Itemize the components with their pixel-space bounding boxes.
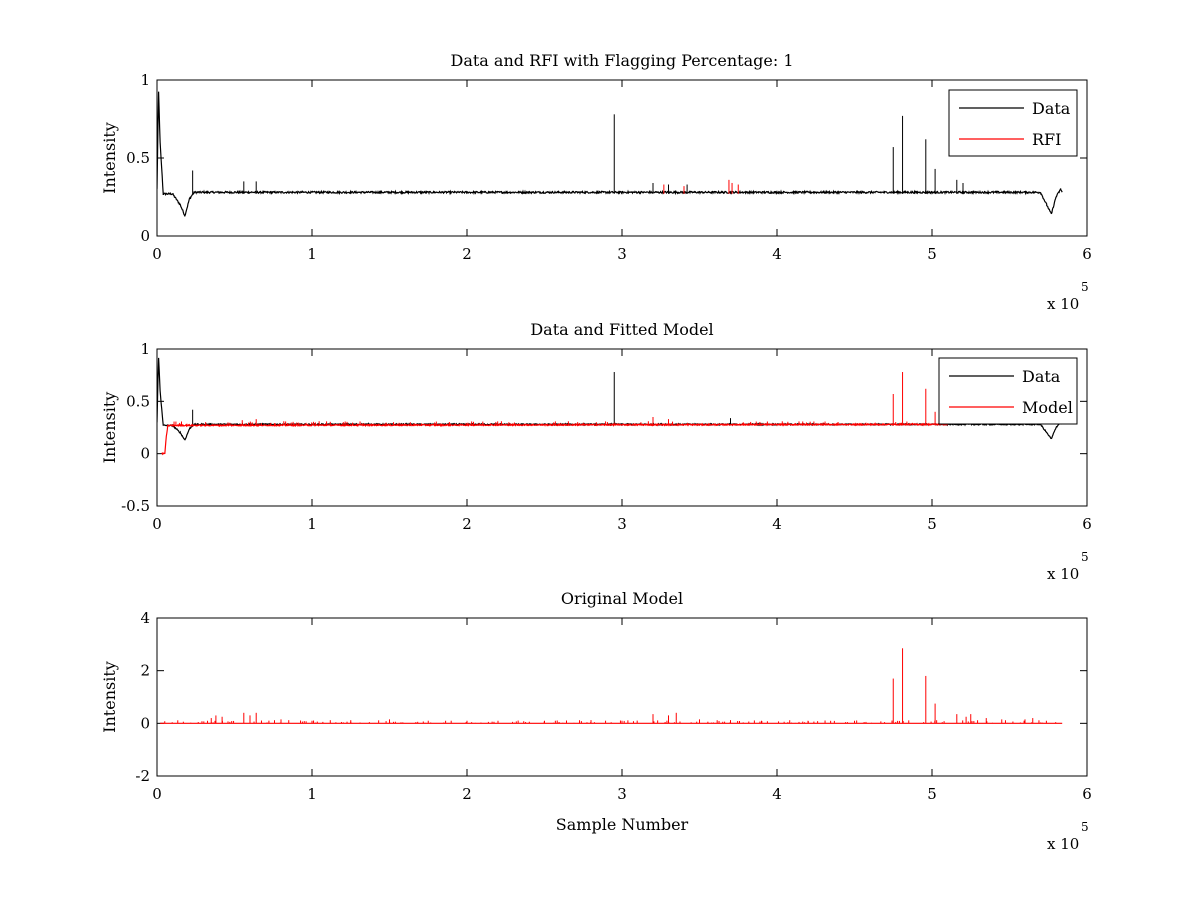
x-tick-label: 5 <box>927 785 937 803</box>
x-tick-label: 6 <box>1082 515 1092 533</box>
x-tick-label: 2 <box>462 245 472 263</box>
x-tick-label: 5 <box>927 515 937 533</box>
chart-title: Data and RFI with Flagging Percentage: 1 <box>450 51 793 70</box>
chart-panel-3: Original Model Intensity Sample Number 0 1 2 3… <box>100 589 1092 853</box>
legend: Data RFI <box>948 89 1078 157</box>
x-tick-label: 0 <box>152 515 162 533</box>
y-tick-label: -0.5 <box>121 497 150 515</box>
plot-area <box>160 648 1063 724</box>
x-multiplier-exponent: 5 <box>1081 550 1089 564</box>
y-tick-label: 0.5 <box>126 149 150 167</box>
x-tick-label: 1 <box>307 515 317 533</box>
series-line <box>157 91 1063 217</box>
x-tick-label: 4 <box>772 515 782 533</box>
x-axis-label: Sample Number <box>556 815 689 834</box>
x-tick-label: 6 <box>1082 785 1092 803</box>
plot-area <box>157 357 1063 456</box>
x-tick-label: 2 <box>462 515 472 533</box>
chart-panel-2: Data and Fitted Model Intensity 0 1 2 3 4 5 6 -0.… <box>100 320 1092 583</box>
x-tick-label: 5 <box>927 245 937 263</box>
series-model <box>160 648 1063 724</box>
x-multiplier: x 10 <box>1047 295 1079 313</box>
x-tick-label: 3 <box>617 785 627 803</box>
x-tick-label: 3 <box>617 245 627 263</box>
axes-box <box>156 79 1088 237</box>
x-multiplier: x 10 <box>1047 565 1079 583</box>
y-tick-label: 0 <box>140 445 150 463</box>
chart-title: Data and Fitted Model <box>530 320 713 339</box>
x-tick-label: 4 <box>772 245 782 263</box>
x-tick-label: 2 <box>462 785 472 803</box>
legend-label: Model <box>1022 398 1073 417</box>
x-multiplier-exponent: 5 <box>1081 820 1089 834</box>
x-tick-label: 1 <box>307 785 317 803</box>
series-line <box>161 422 948 456</box>
series-data <box>157 91 1063 217</box>
axes-box <box>156 617 1088 777</box>
series-rfi <box>663 179 739 194</box>
x-tick-label: 4 <box>772 785 782 803</box>
y-tick-label: 0 <box>140 227 150 245</box>
x-tick-label: 1 <box>307 245 317 263</box>
y-tick-label: 1 <box>140 340 150 358</box>
y-tick-label: 0.5 <box>126 392 150 410</box>
x-tick-label: 6 <box>1082 245 1092 263</box>
x-tick-label: 0 <box>152 245 162 263</box>
y-axis-label: Intensity <box>100 392 119 464</box>
x-tick-label: 0 <box>152 785 162 803</box>
legend-box <box>948 89 1078 157</box>
y-tick-label: 2 <box>140 662 150 680</box>
legend-label: Data <box>1032 99 1071 118</box>
y-tick-label: 4 <box>140 609 150 627</box>
legend-box <box>938 357 1078 425</box>
chart-title: Original Model <box>561 589 683 608</box>
series-model <box>161 372 948 456</box>
legend: Data Model <box>938 357 1078 425</box>
series-line <box>157 357 1063 441</box>
y-tick-label: 1 <box>140 71 150 89</box>
x-tick-label: 3 <box>617 515 627 533</box>
legend-label: Data <box>1022 367 1061 386</box>
legend-label: RFI <box>1032 130 1061 149</box>
plot-area <box>157 91 1063 217</box>
y-tick-label: 0 <box>140 714 150 732</box>
x-multiplier-exponent: 5 <box>1081 280 1089 294</box>
x-multiplier: x 10 <box>1047 835 1079 853</box>
y-tick-label: -2 <box>135 767 150 785</box>
series-data <box>157 357 1063 441</box>
y-axis-label: Intensity <box>100 661 119 733</box>
chart-panel-1: Data and RFI with Flagging Percentage: 1… <box>100 51 1092 313</box>
y-axis-label: Intensity <box>100 122 119 194</box>
